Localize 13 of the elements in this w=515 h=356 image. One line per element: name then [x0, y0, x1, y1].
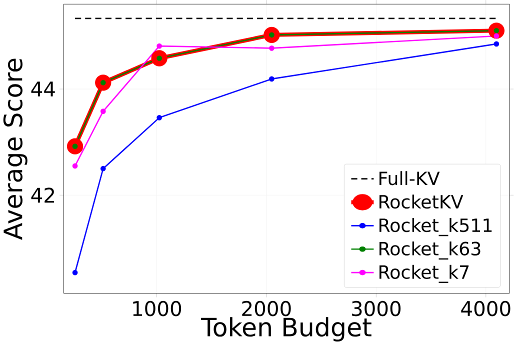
x-tick-label: 4000 [461, 300, 510, 316]
legend-label: Full-KV [380, 171, 440, 186]
y-axis-title: Average Score [3, 58, 28, 240]
legend-label: Rocket_k511 [380, 218, 492, 236]
x-tick-label: 3000 [352, 300, 401, 316]
x-axis-title: Token Budget [201, 317, 372, 342]
legend-label: RocketKV [380, 194, 464, 209]
x-tick-label: 1000 [133, 300, 182, 316]
y-tick-label: 42 [31, 188, 54, 203]
legend-label: Rocket_k7 [380, 264, 469, 284]
legend-label: Rocket_k63 [380, 241, 480, 260]
x-tick-label: 2000 [242, 300, 291, 316]
y-tick-label: 44 [31, 82, 55, 96]
